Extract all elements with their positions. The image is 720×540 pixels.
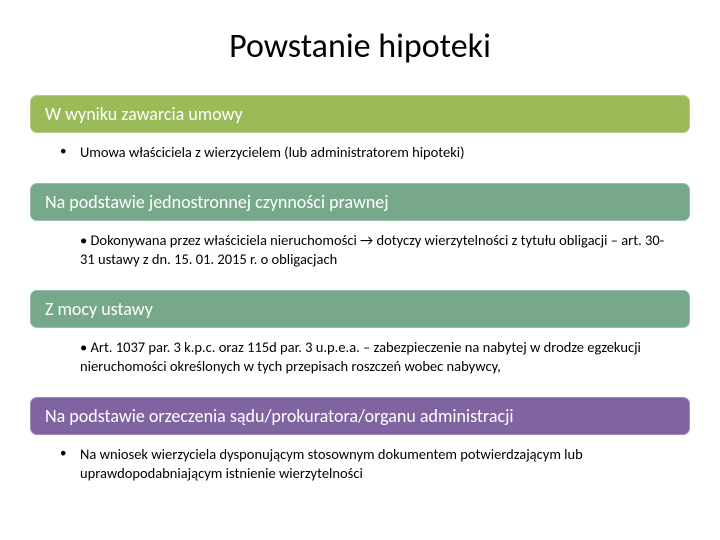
section-body-2: • Dokonywana przez właściciela nieruchom… bbox=[30, 225, 690, 282]
section-header-1: W wyniku zawarcia umowy bbox=[30, 95, 690, 133]
bullet-marker: • bbox=[60, 143, 70, 163]
bullet-marker: • bbox=[60, 445, 70, 484]
bullet-text: • Dokonywana przez właściciela nieruchom… bbox=[80, 231, 672, 270]
bullet-row: • Art. 1037 par. 3 k.p.c. oraz 115d par.… bbox=[60, 338, 672, 377]
slide-title: Powstanie hipoteki bbox=[30, 26, 690, 67]
section-body-3: • Art. 1037 par. 3 k.p.c. oraz 115d par.… bbox=[30, 332, 690, 389]
bullet-text: • Art. 1037 par. 3 k.p.c. oraz 115d par.… bbox=[80, 338, 672, 377]
section-header-2: Na podstawie jednostronnej czynności pra… bbox=[30, 183, 690, 221]
section-body-1: • Umowa właściciela z wierzycielem (lub … bbox=[30, 137, 690, 175]
section-header-4: Na podstawie orzeczenia sądu/prokuratora… bbox=[30, 397, 690, 435]
bullet-marker bbox=[60, 231, 70, 270]
bullet-row: • Dokonywana przez właściciela nieruchom… bbox=[60, 231, 672, 270]
bullet-row: • Na wniosek wierzyciela dysponującym st… bbox=[60, 445, 672, 484]
section-body-4: • Na wniosek wierzyciela dysponującym st… bbox=[30, 439, 690, 496]
section-header-3: Z mocy ustawy bbox=[30, 290, 690, 328]
bullet-text: Umowa właściciela z wierzycielem (lub ad… bbox=[80, 143, 672, 163]
bullet-row: • Umowa właściciela z wierzycielem (lub … bbox=[60, 143, 672, 163]
bullet-text: Na wniosek wierzyciela dysponującym stos… bbox=[80, 445, 672, 484]
slide: Powstanie hipoteki W wyniku zawarcia umo… bbox=[0, 0, 720, 540]
bullet-marker bbox=[60, 338, 70, 377]
